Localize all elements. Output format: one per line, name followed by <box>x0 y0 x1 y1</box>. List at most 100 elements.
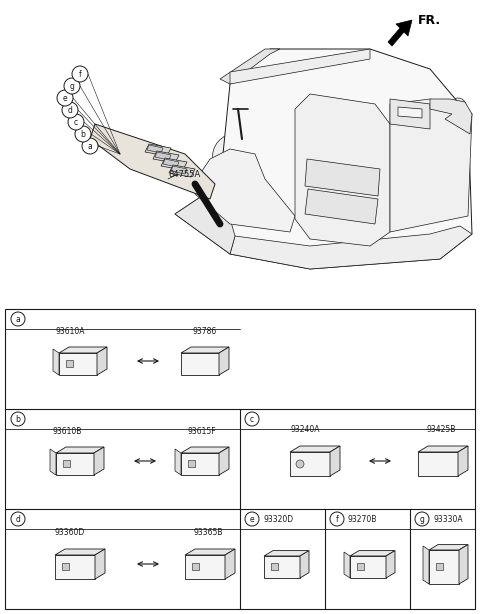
Text: f: f <box>79 69 82 79</box>
Polygon shape <box>290 446 340 452</box>
Polygon shape <box>95 549 105 579</box>
Bar <box>271 563 278 570</box>
Circle shape <box>64 78 80 94</box>
Circle shape <box>296 460 304 468</box>
Polygon shape <box>59 347 107 353</box>
Polygon shape <box>350 556 386 578</box>
Circle shape <box>253 161 263 171</box>
Text: a: a <box>88 141 92 150</box>
Polygon shape <box>230 226 472 269</box>
Polygon shape <box>219 347 229 375</box>
Bar <box>5 309 475 609</box>
Polygon shape <box>330 446 340 476</box>
Polygon shape <box>290 452 330 476</box>
Polygon shape <box>163 159 179 167</box>
Text: d: d <box>15 515 21 524</box>
Circle shape <box>57 90 73 106</box>
Polygon shape <box>430 99 472 134</box>
Circle shape <box>248 156 268 176</box>
Text: a: a <box>16 314 20 324</box>
Polygon shape <box>181 453 219 475</box>
Bar <box>188 460 195 467</box>
Text: g: g <box>420 515 424 524</box>
Polygon shape <box>429 550 459 584</box>
Bar <box>62 563 69 570</box>
Circle shape <box>415 512 429 526</box>
Polygon shape <box>418 452 458 476</box>
Text: e: e <box>250 515 254 524</box>
Text: 93240A: 93240A <box>290 425 320 434</box>
Polygon shape <box>181 447 229 453</box>
Polygon shape <box>181 347 229 353</box>
Polygon shape <box>264 551 309 556</box>
Text: FR.: FR. <box>418 14 441 26</box>
Circle shape <box>11 312 25 326</box>
Bar <box>436 563 443 570</box>
Polygon shape <box>230 49 370 84</box>
Text: 93425B: 93425B <box>426 425 456 434</box>
Circle shape <box>450 98 466 114</box>
Polygon shape <box>145 144 171 156</box>
Circle shape <box>466 219 470 225</box>
Text: c: c <box>250 414 254 424</box>
Text: b: b <box>81 130 85 139</box>
Circle shape <box>68 114 84 130</box>
Polygon shape <box>175 49 472 269</box>
Polygon shape <box>175 449 181 475</box>
Text: 93320D: 93320D <box>263 515 293 524</box>
Polygon shape <box>161 158 187 170</box>
Text: c: c <box>74 117 78 126</box>
Circle shape <box>308 241 312 246</box>
Polygon shape <box>350 551 395 556</box>
Polygon shape <box>147 145 163 153</box>
Circle shape <box>315 262 321 266</box>
Polygon shape <box>418 446 468 452</box>
Polygon shape <box>225 549 235 579</box>
Circle shape <box>430 252 434 257</box>
Text: 93610A: 93610A <box>55 327 85 336</box>
Polygon shape <box>56 453 94 475</box>
Polygon shape <box>264 556 300 578</box>
Circle shape <box>245 412 259 426</box>
Circle shape <box>72 66 88 82</box>
Circle shape <box>11 512 25 526</box>
Polygon shape <box>300 551 309 578</box>
Circle shape <box>227 159 237 169</box>
Text: b: b <box>15 414 21 424</box>
Polygon shape <box>423 546 429 584</box>
Circle shape <box>11 412 25 426</box>
Polygon shape <box>171 166 187 174</box>
Polygon shape <box>155 152 171 160</box>
Bar <box>192 563 199 570</box>
Text: 93610B: 93610B <box>52 427 82 436</box>
Polygon shape <box>56 447 104 453</box>
Polygon shape <box>386 551 395 578</box>
Polygon shape <box>458 446 468 476</box>
Text: d: d <box>68 106 72 114</box>
Polygon shape <box>153 151 179 163</box>
Circle shape <box>330 512 344 526</box>
Polygon shape <box>388 20 412 46</box>
Polygon shape <box>295 94 390 246</box>
Text: e: e <box>63 93 67 103</box>
Polygon shape <box>219 447 229 475</box>
Text: 93786: 93786 <box>193 327 217 336</box>
Circle shape <box>75 126 91 142</box>
Polygon shape <box>398 107 422 118</box>
Polygon shape <box>90 124 215 199</box>
Ellipse shape <box>213 131 267 177</box>
Text: 93270B: 93270B <box>348 515 377 524</box>
Circle shape <box>238 145 252 159</box>
Text: 84755A: 84755A <box>168 170 200 179</box>
Polygon shape <box>195 149 295 232</box>
Polygon shape <box>94 447 104 475</box>
Polygon shape <box>390 99 472 232</box>
Polygon shape <box>55 555 95 579</box>
Polygon shape <box>344 552 350 578</box>
Polygon shape <box>305 189 378 224</box>
Circle shape <box>82 138 98 154</box>
Text: 93360D: 93360D <box>55 528 85 537</box>
Circle shape <box>222 154 242 174</box>
Polygon shape <box>53 349 59 375</box>
Text: 93615F: 93615F <box>188 427 216 436</box>
